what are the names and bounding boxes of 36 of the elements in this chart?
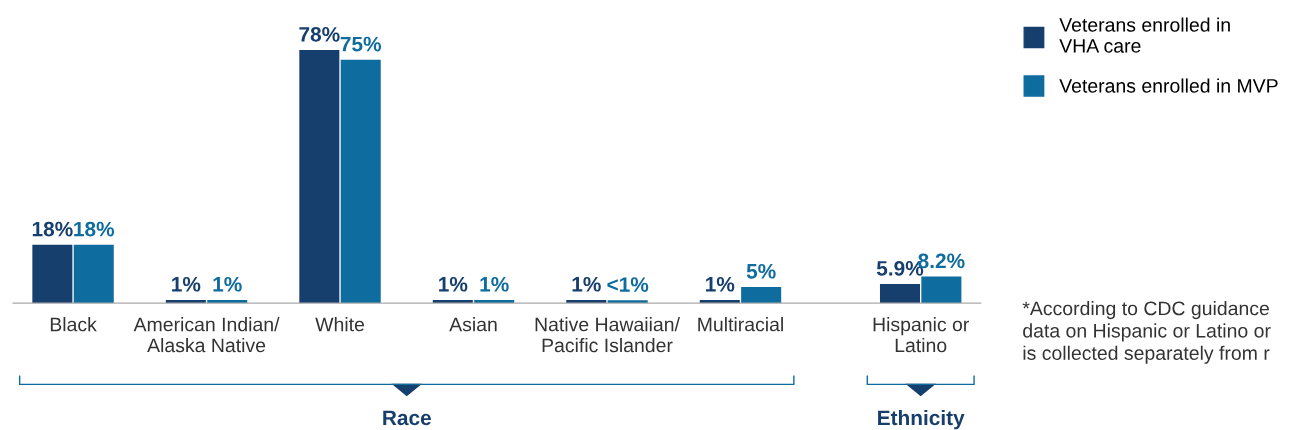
bar bbox=[699, 299, 740, 304]
bar bbox=[73, 244, 114, 304]
bar bbox=[207, 299, 248, 304]
bar bbox=[165, 299, 206, 304]
bar bbox=[474, 299, 515, 304]
data-label: 75% bbox=[340, 36, 382, 52]
data-label: 1% bbox=[213, 276, 242, 292]
text: *According to CDC guidance data on Hispanic or Latino or is collected separately from r bbox=[1022, 301, 1271, 364]
x-tick-label: White bbox=[315, 317, 365, 332]
bar bbox=[566, 299, 607, 304]
data-label: <1% bbox=[607, 277, 649, 292]
data-label: 1% bbox=[172, 276, 201, 292]
x-tick-label: Asian bbox=[449, 317, 497, 332]
data-label: 18% bbox=[74, 221, 115, 237]
legend-label: Veterans enrolled in VHA care bbox=[1059, 17, 1230, 53]
x-tick-label: Multiracial bbox=[698, 317, 783, 332]
legend-label: Veterans enrolled in MVP bbox=[1059, 78, 1278, 93]
data-label: 18% bbox=[32, 221, 73, 237]
text: Ethnicity bbox=[878, 409, 965, 430]
bar bbox=[32, 244, 73, 304]
x-tick-label: Black bbox=[50, 317, 97, 332]
x-tick-label: Native Hawaiian/ Pacific Islander bbox=[535, 317, 680, 353]
data-label: 78% bbox=[299, 26, 340, 42]
data-label: 1% bbox=[572, 276, 601, 292]
x-tick-label: American Indian/ Alaska Native bbox=[133, 317, 280, 353]
data-label: 5% bbox=[746, 263, 776, 279]
bar bbox=[299, 49, 340, 304]
data-label: 1% bbox=[439, 276, 468, 292]
data-label: 1% bbox=[706, 276, 735, 292]
bar bbox=[340, 59, 381, 304]
bar bbox=[607, 300, 648, 304]
bar bbox=[432, 299, 473, 304]
data-label: 1% bbox=[480, 276, 509, 292]
text: Race bbox=[383, 410, 431, 426]
bar bbox=[741, 286, 782, 304]
x-tick-label: Hispanic or Latino bbox=[873, 317, 969, 353]
